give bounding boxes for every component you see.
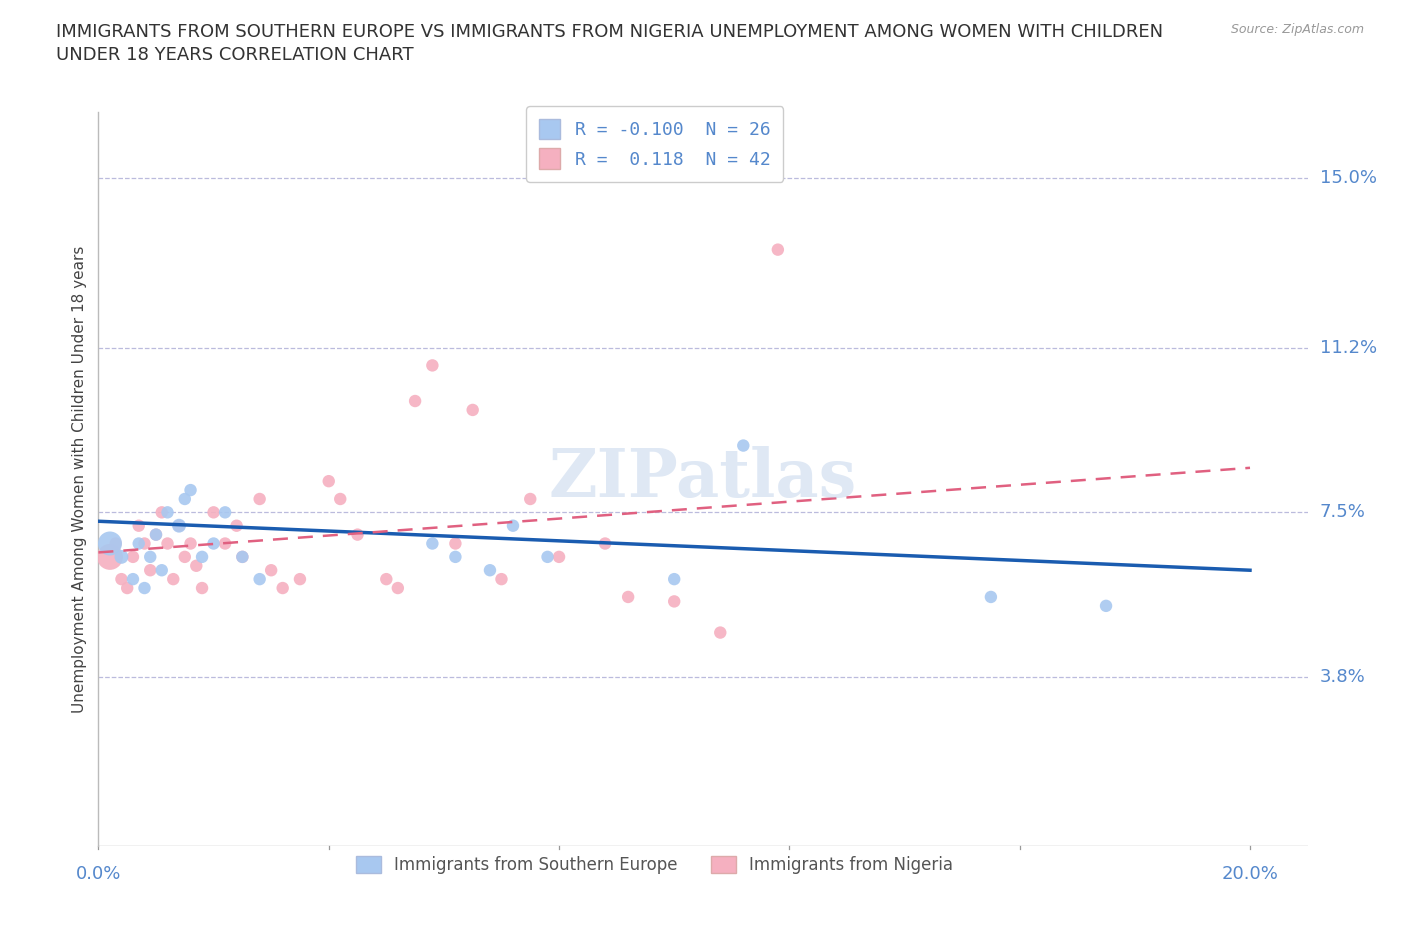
Point <box>110 550 132 565</box>
Point <box>980 590 1002 604</box>
Point <box>733 438 755 453</box>
Text: 3.8%: 3.8% <box>1320 668 1365 686</box>
Text: 15.0%: 15.0% <box>1320 169 1376 187</box>
Point <box>156 536 179 551</box>
Point <box>260 563 283 578</box>
Point <box>766 242 789 257</box>
Point <box>214 536 236 551</box>
Point <box>231 550 253 565</box>
Point <box>191 580 214 595</box>
Point <box>548 550 571 565</box>
Point <box>214 505 236 520</box>
Point <box>180 536 202 551</box>
Y-axis label: Unemployment Among Women with Children Under 18 years: Unemployment Among Women with Children U… <box>72 246 87 712</box>
Point <box>461 403 484 418</box>
Point <box>318 473 340 488</box>
Legend: Immigrants from Southern Europe, Immigrants from Nigeria: Immigrants from Southern Europe, Immigra… <box>347 847 962 882</box>
Point <box>134 580 156 595</box>
Point <box>249 572 271 587</box>
Point <box>375 572 398 587</box>
Point <box>173 492 195 507</box>
Point <box>162 572 184 587</box>
Point <box>186 558 208 573</box>
Point <box>128 518 150 533</box>
Point <box>98 536 121 551</box>
Point <box>225 518 247 533</box>
Point <box>444 550 467 565</box>
Point <box>593 536 616 551</box>
Point <box>422 358 444 373</box>
Text: ZIPatlas: ZIPatlas <box>548 446 858 512</box>
Text: Source: ZipAtlas.com: Source: ZipAtlas.com <box>1230 23 1364 36</box>
Point <box>128 536 150 551</box>
Point <box>150 505 173 520</box>
Point <box>202 536 225 551</box>
Point <box>387 580 409 595</box>
Point <box>134 536 156 551</box>
Point <box>139 563 162 578</box>
Point <box>1095 598 1118 613</box>
Point <box>617 590 640 604</box>
Point <box>150 563 173 578</box>
Point <box>180 483 202 498</box>
Point <box>519 492 541 507</box>
Text: 11.2%: 11.2% <box>1320 339 1376 356</box>
Point <box>115 580 138 595</box>
Point <box>664 594 686 609</box>
Point <box>422 536 444 551</box>
Text: 0.0%: 0.0% <box>76 865 121 883</box>
Point <box>98 550 121 565</box>
Point <box>104 536 127 551</box>
Text: UNDER 18 YEARS CORRELATION CHART: UNDER 18 YEARS CORRELATION CHART <box>56 46 413 64</box>
Point <box>664 572 686 587</box>
Point <box>145 527 167 542</box>
Point <box>346 527 368 542</box>
Text: 20.0%: 20.0% <box>1222 865 1278 883</box>
Point <box>145 527 167 542</box>
Point <box>271 580 294 595</box>
Point <box>122 550 145 565</box>
Point <box>329 492 352 507</box>
Point <box>167 518 190 533</box>
Point <box>139 550 162 565</box>
Point <box>122 572 145 587</box>
Text: 7.5%: 7.5% <box>1320 503 1365 522</box>
Point <box>249 492 271 507</box>
Point <box>173 550 195 565</box>
Point <box>536 550 558 565</box>
Point <box>491 572 513 587</box>
Point <box>444 536 467 551</box>
Point <box>110 572 132 587</box>
Point <box>231 550 253 565</box>
Point <box>288 572 311 587</box>
Text: IMMIGRANTS FROM SOUTHERN EUROPE VS IMMIGRANTS FROM NIGERIA UNEMPLOYMENT AMONG WO: IMMIGRANTS FROM SOUTHERN EUROPE VS IMMIG… <box>56 23 1163 41</box>
Point <box>709 625 731 640</box>
Point <box>156 505 179 520</box>
Point <box>202 505 225 520</box>
Point <box>404 393 426 408</box>
Point <box>167 518 190 533</box>
Point <box>502 518 524 533</box>
Point <box>478 563 501 578</box>
Point <box>191 550 214 565</box>
